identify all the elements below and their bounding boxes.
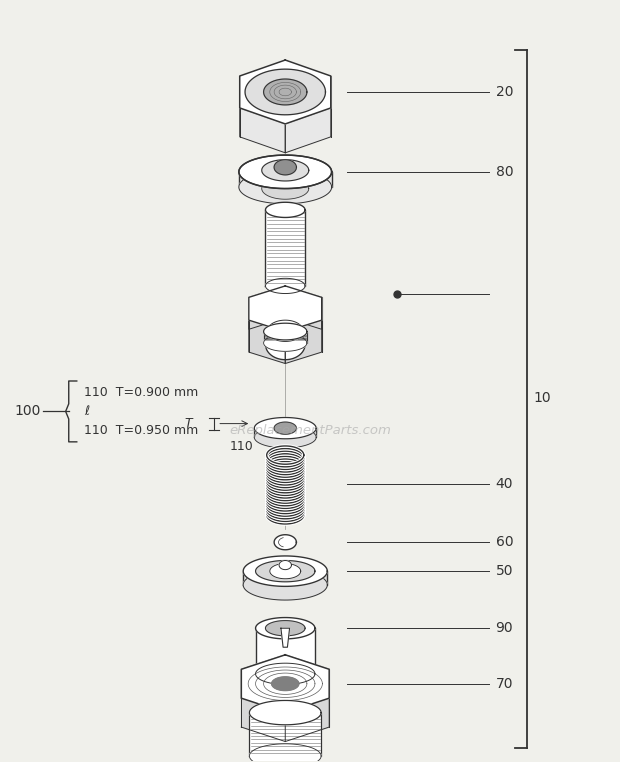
Polygon shape: [249, 320, 285, 363]
Polygon shape: [274, 160, 296, 174]
Text: 10: 10: [534, 391, 552, 405]
Polygon shape: [240, 60, 331, 124]
Polygon shape: [272, 677, 299, 690]
Text: 100: 100: [14, 405, 41, 418]
Polygon shape: [239, 172, 332, 187]
Polygon shape: [249, 744, 321, 762]
Text: 50: 50: [495, 564, 513, 578]
Polygon shape: [264, 79, 307, 105]
Text: 110  T=0.900 mm: 110 T=0.900 mm: [84, 386, 198, 399]
Text: 70: 70: [495, 677, 513, 690]
Polygon shape: [274, 535, 296, 549]
Polygon shape: [249, 712, 321, 756]
Polygon shape: [281, 628, 290, 647]
Text: ℓ: ℓ: [84, 405, 89, 418]
Polygon shape: [262, 160, 309, 181]
Polygon shape: [243, 572, 327, 585]
Polygon shape: [265, 202, 305, 217]
Polygon shape: [265, 278, 305, 293]
Text: T: T: [185, 417, 192, 430]
Polygon shape: [249, 700, 321, 725]
Polygon shape: [243, 570, 327, 600]
Text: eReplacementParts.com: eReplacementParts.com: [229, 424, 391, 437]
Polygon shape: [241, 698, 285, 741]
Text: 60: 60: [495, 535, 513, 549]
Text: 20: 20: [495, 85, 513, 99]
Text: 40: 40: [495, 477, 513, 491]
Text: 80: 80: [495, 165, 513, 179]
Polygon shape: [255, 628, 315, 674]
Polygon shape: [249, 286, 322, 331]
Polygon shape: [255, 561, 315, 582]
Polygon shape: [265, 620, 305, 636]
Polygon shape: [241, 655, 329, 712]
Polygon shape: [254, 418, 316, 439]
Text: 110  T=0.950 mm: 110 T=0.950 mm: [84, 424, 198, 437]
Text: 90: 90: [495, 621, 513, 636]
Polygon shape: [239, 171, 332, 203]
Polygon shape: [254, 428, 316, 437]
Polygon shape: [267, 320, 303, 341]
Polygon shape: [255, 663, 315, 684]
Polygon shape: [285, 320, 322, 363]
Polygon shape: [262, 171, 309, 188]
Polygon shape: [265, 329, 305, 360]
Polygon shape: [264, 331, 307, 343]
Polygon shape: [245, 69, 326, 115]
Polygon shape: [262, 178, 309, 199]
Polygon shape: [265, 210, 305, 286]
Polygon shape: [254, 427, 316, 448]
Text: 110: 110: [229, 440, 254, 453]
Polygon shape: [274, 422, 296, 434]
Polygon shape: [285, 698, 329, 741]
Polygon shape: [255, 617, 315, 639]
Polygon shape: [279, 561, 291, 570]
Polygon shape: [264, 335, 307, 351]
Polygon shape: [285, 108, 331, 153]
Polygon shape: [239, 155, 332, 188]
Polygon shape: [270, 564, 301, 579]
Polygon shape: [243, 556, 327, 587]
Polygon shape: [264, 323, 307, 340]
Polygon shape: [240, 108, 285, 153]
